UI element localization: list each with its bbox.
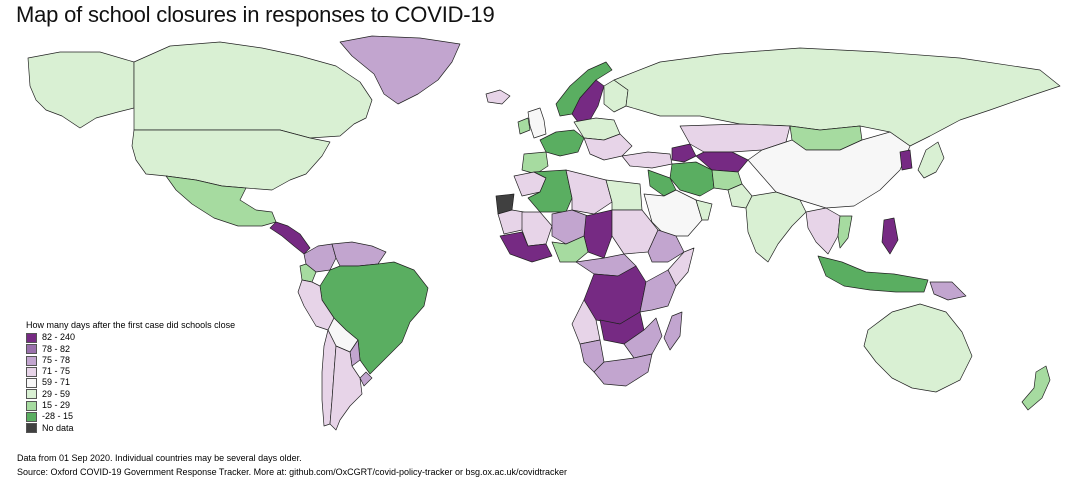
region-indonesia [817, 255, 929, 293]
legend-swatch [26, 423, 37, 434]
legend-item: 29 - 59 [26, 389, 235, 400]
region-central-america [269, 221, 311, 255]
region-canada [133, 41, 373, 139]
region-iceland [485, 89, 511, 105]
legend-swatch [26, 400, 37, 411]
region-korea [899, 149, 913, 171]
region-united-states [131, 129, 331, 191]
legend-label: 29 - 59 [42, 388, 71, 399]
legend-item: 15 - 29 [26, 400, 235, 411]
region-turkey [621, 151, 673, 169]
legend-label: 78 - 82 [42, 343, 71, 354]
legend-label: 15 - 29 [42, 400, 71, 411]
legend-swatch [26, 355, 37, 366]
region-egypt [605, 179, 643, 211]
region-iran [669, 161, 715, 197]
region-east-africa [639, 269, 677, 313]
legend-item: 59 - 71 [26, 377, 235, 389]
region-ecuador [299, 263, 317, 283]
legend-title: How many days after the first case did s… [26, 320, 236, 330]
region-iberia [521, 151, 549, 175]
region-india [745, 191, 807, 263]
region-mexico [165, 175, 277, 227]
footnote: Data from 01 Sep 2020. Individual countr… [17, 453, 302, 463]
region-norway [555, 61, 613, 117]
region-vietnam [837, 215, 853, 249]
region-balkans [583, 133, 633, 161]
region-ireland [517, 117, 531, 135]
region-uruguay [359, 371, 373, 387]
legend-label: No data [42, 422, 74, 433]
region-greenland [339, 35, 461, 105]
region-libya [565, 169, 613, 215]
region-southeast-asia [805, 207, 841, 255]
region-papua-new-guinea [929, 281, 967, 301]
region-japan [917, 141, 945, 179]
map-legend: How many days after the first case did s… [26, 320, 235, 434]
legend-swatch [26, 344, 37, 355]
region-argentina [329, 345, 363, 431]
legend-label: 75 - 78 [42, 354, 71, 365]
region-south-africa [593, 353, 653, 387]
region-russia [613, 47, 1061, 147]
legend-item: -28 - 15 [26, 411, 235, 423]
legend-item: 71 - 75 [26, 366, 235, 377]
legend-label: 82 - 240 [42, 332, 76, 343]
map-title: Map of school closures in responses to C… [16, 2, 495, 27]
legend-item: 75 - 78 [26, 355, 235, 366]
legend-label: 71 - 75 [42, 366, 71, 377]
region-nigeria [551, 235, 589, 263]
region-philippines [881, 217, 899, 255]
region-madagascar [663, 311, 683, 351]
region-west-africa [499, 231, 553, 263]
region-chad [583, 209, 613, 259]
region-somalia [667, 247, 695, 287]
legend-swatch [26, 412, 37, 423]
legend-item: No data [26, 423, 235, 434]
legend-item: 78 - 82 [26, 344, 235, 355]
legend-swatch [26, 389, 37, 400]
legend-swatch [26, 366, 37, 377]
region-mali [521, 211, 553, 247]
legend-label: 59 - 71 [42, 377, 71, 388]
region-united-kingdom [527, 107, 547, 139]
region-alaska [27, 51, 135, 129]
region-mauritania [497, 209, 525, 235]
legend-swatch [26, 332, 37, 343]
region-china [747, 131, 911, 209]
source-note: Source: Oxford COVID-19 Government Respo… [17, 467, 568, 477]
region-caucasus [671, 143, 697, 163]
region-australia [863, 303, 973, 393]
region-western-europe [539, 129, 585, 157]
region-venezuela [331, 241, 387, 267]
legend-item: 82 - 240 [26, 332, 235, 343]
region-new-zealand [1021, 365, 1051, 411]
region-oman [695, 199, 713, 221]
legend-label: -28 - 15 [42, 411, 74, 422]
legend-swatch [26, 378, 37, 389]
